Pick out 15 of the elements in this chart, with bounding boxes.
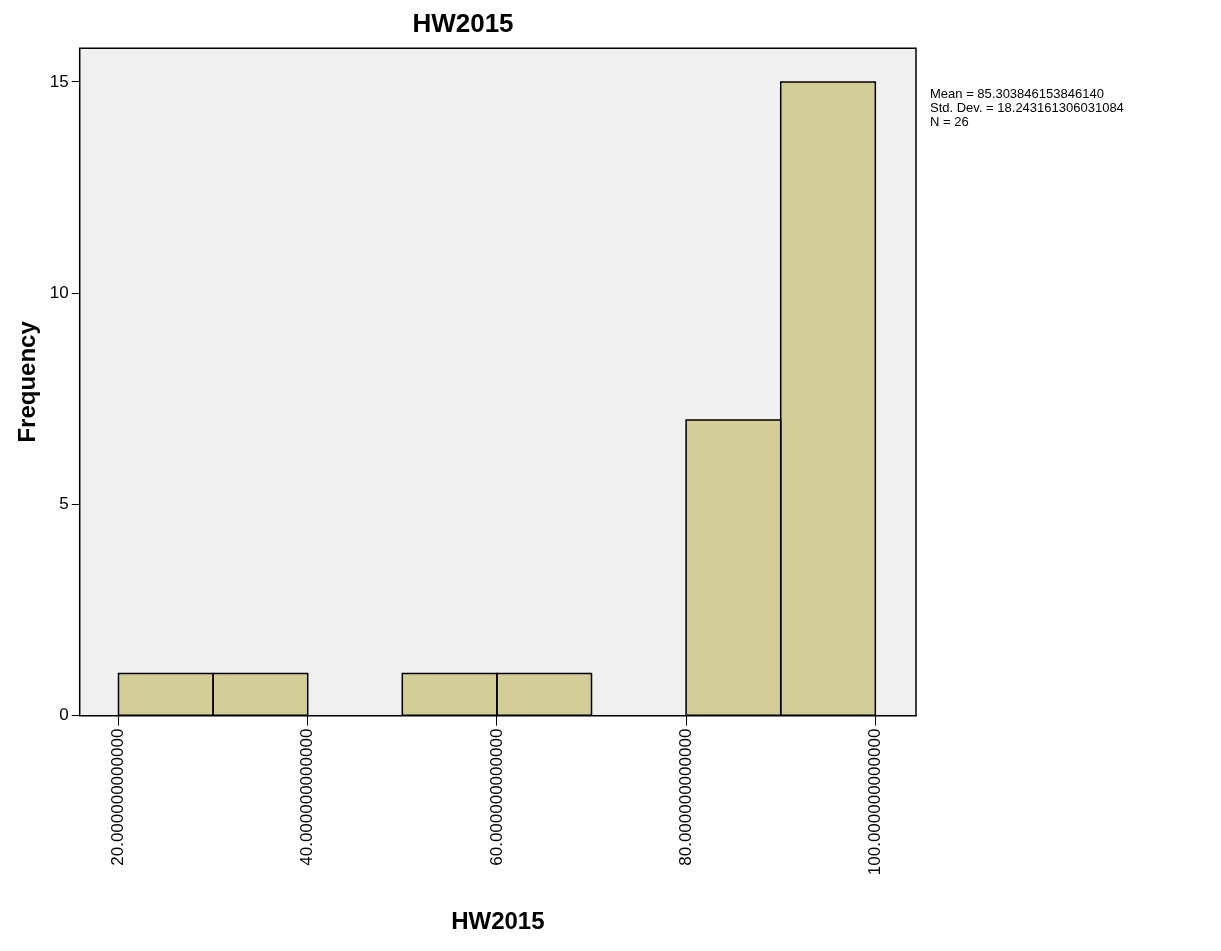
x-tick-label: 40.000000000000 <box>297 728 317 866</box>
x-tick-label: 20.000000000000 <box>108 728 128 866</box>
x-tick-label: 100.000000000000 <box>865 728 885 876</box>
text: Std. Dev. = 18.243161306031084 <box>930 100 1124 116</box>
chart-title: HW2015 <box>412 7 514 38</box>
text: Mean = 85.303846153846140 <box>930 86 1104 102</box>
x-tick-label: 80.000000000000 <box>675 728 695 866</box>
x-axis-title: HW2015 <box>451 907 545 935</box>
x-tick-label: 60.000000000000 <box>486 728 506 866</box>
text: N = 26 <box>930 114 969 130</box>
y-tick-label: 0 <box>59 705 69 725</box>
y-tick-label: 10 <box>49 282 69 302</box>
y-tick-label: 15 <box>49 71 69 91</box>
y-axis-title: Frequency <box>13 320 41 443</box>
y-tick-label: 5 <box>59 494 69 514</box>
